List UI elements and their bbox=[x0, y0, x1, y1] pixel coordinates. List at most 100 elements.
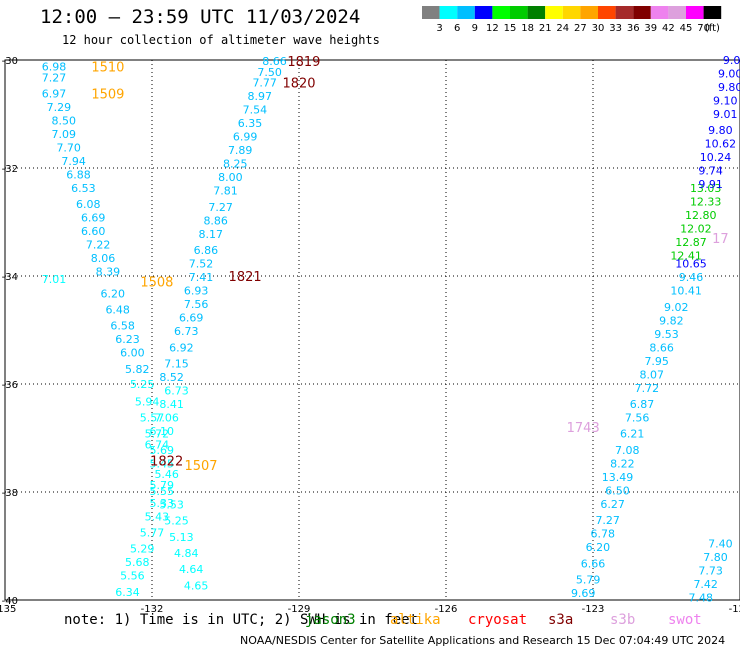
color-legend: 3 6 9 12 15 18 21 24 27 30 33 36 39 42 45 70(ft) bbox=[422, 6, 722, 34]
swh-value-label: 6.86 bbox=[194, 244, 219, 257]
swh-value-label: 9.69 bbox=[571, 587, 596, 600]
swh-value-label: 6.93 bbox=[184, 285, 209, 298]
satellite-label-cryosat: cryosat bbox=[468, 612, 528, 628]
swh-value-label: 8.52 bbox=[159, 371, 184, 384]
swh-value-label: 8.39 bbox=[96, 266, 121, 279]
satellite-label-jason3: jason3 bbox=[305, 612, 356, 628]
swh-value-label: 8.66 bbox=[649, 341, 674, 354]
legend-swatch bbox=[668, 6, 686, 19]
swh-value-label: 7.77 bbox=[252, 77, 277, 90]
y-tick-label: -38 bbox=[2, 488, 18, 499]
swh-value-label: 7.27 bbox=[595, 514, 620, 527]
legend-swatch bbox=[422, 6, 440, 19]
satellite-label-s3b: s3b bbox=[610, 612, 636, 628]
swh-value-label: 8.66 bbox=[262, 55, 287, 68]
swh-value-label: 7.08 bbox=[615, 444, 640, 457]
pass-number-label: 1509 bbox=[91, 87, 124, 102]
legend-label: 3 bbox=[436, 23, 442, 34]
legend-label: 24 bbox=[556, 23, 569, 34]
swh-value-label: 6.21 bbox=[620, 428, 645, 441]
swh-value-label: 6.69 bbox=[81, 212, 106, 225]
swh-value-label: 10.62 bbox=[705, 138, 737, 151]
swh-value-label: 5.25 bbox=[164, 515, 189, 528]
legend-swatch bbox=[598, 6, 616, 19]
legend-label: 30 bbox=[592, 23, 605, 34]
swh-value-label: 7.29 bbox=[47, 101, 72, 114]
swh-value-label: 7.27 bbox=[208, 201, 233, 214]
swh-value-label: 6.92 bbox=[169, 341, 194, 354]
swh-value-label: 5.72 bbox=[145, 428, 170, 441]
x-tick-label: -123 bbox=[582, 604, 605, 615]
swh-value-label: 6.20 bbox=[586, 541, 611, 554]
swh-value-label: 9.00 bbox=[723, 54, 740, 67]
x-tick-label: -132 bbox=[141, 604, 164, 615]
swh-value-label: 7.09 bbox=[52, 128, 77, 141]
swh-value-label: 7.27 bbox=[42, 71, 67, 84]
swh-value-label: 7.22 bbox=[86, 239, 111, 252]
swh-value-label: 9.00 bbox=[718, 68, 740, 81]
y-tick-label: -40 bbox=[2, 596, 18, 607]
swh-value-label: 6.74 bbox=[145, 438, 170, 451]
swh-value-label: 9.91 bbox=[698, 178, 723, 191]
pass-number-label: 1821 bbox=[229, 270, 262, 285]
swh-value-label: 7.80 bbox=[703, 551, 728, 564]
swh-value-label: 6.69 bbox=[179, 312, 204, 325]
swh-value-label: 8.17 bbox=[199, 228, 224, 241]
legend-label: 9 bbox=[472, 23, 478, 34]
swh-value-label: 8.00 bbox=[218, 171, 243, 184]
swh-value-label: 13.03 bbox=[690, 182, 722, 195]
legend-swatch bbox=[492, 6, 510, 19]
swh-value-label: 8.97 bbox=[248, 90, 273, 103]
swh-value-label: 12.41 bbox=[670, 249, 702, 262]
swh-value-label: 12.80 bbox=[685, 209, 717, 222]
swh-value-label: 9.80 bbox=[708, 124, 733, 137]
swh-value-label: 4.84 bbox=[174, 547, 199, 560]
pass-number-label: 1819 bbox=[287, 55, 320, 70]
swh-value-label: 7.95 bbox=[644, 355, 669, 368]
chart-subtitle: 12 hour collection of altimeter wave hei… bbox=[62, 33, 380, 47]
swh-value-label: 6.98 bbox=[42, 60, 67, 73]
pass-number-label: 1508 bbox=[140, 275, 173, 290]
swh-value-label: 6.58 bbox=[110, 320, 135, 333]
swh-value-label: 6.66 bbox=[581, 557, 606, 570]
legend-swatch bbox=[703, 6, 722, 19]
swh-value-label: 5.53 bbox=[159, 498, 184, 511]
legend-swatch bbox=[457, 6, 475, 19]
pass-number-label: 1822 bbox=[150, 455, 183, 470]
credit-line: NOAA/NESDIS Center for Satellite Applica… bbox=[240, 634, 726, 647]
swh-value-label: 5.13 bbox=[169, 531, 194, 544]
grid bbox=[5, 60, 740, 600]
swh-value-label: 6.73 bbox=[174, 325, 199, 338]
y-tick-label: -34 bbox=[2, 272, 18, 283]
swh-value-label: 5.46 bbox=[154, 468, 179, 481]
swh-value-label: 6.88 bbox=[66, 168, 91, 181]
swh-value-label: 7.70 bbox=[56, 141, 81, 154]
pass-labels: 1510 1509 1508 1507 1819 1820 1821 1822 1743 17 bbox=[91, 55, 728, 474]
swh-value-label: 9.53 bbox=[654, 328, 679, 341]
swh-value-label: 9.74 bbox=[698, 165, 723, 178]
swh-value-label: 7.15 bbox=[164, 357, 189, 370]
swh-value-label: 8.25 bbox=[223, 158, 248, 171]
swh-value-label: 6.10 bbox=[150, 425, 175, 438]
swh-value-label: 5.57 bbox=[140, 411, 165, 424]
legend-swatch bbox=[615, 6, 634, 19]
legend-label: 12 bbox=[486, 23, 499, 34]
swh-value-label: 6.20 bbox=[101, 287, 126, 300]
swh-value-label: 5.45 bbox=[150, 457, 175, 470]
swh-value-label: 9.02 bbox=[664, 301, 689, 314]
swh-value-label: 13.49 bbox=[602, 471, 634, 484]
swh-value-label: 9.01 bbox=[713, 108, 738, 121]
legend-label: 18 bbox=[521, 23, 534, 34]
swh-value-label: 5.43 bbox=[145, 510, 170, 523]
x-tick-label: -120 bbox=[729, 604, 740, 615]
swh-value-label: 5.68 bbox=[125, 556, 150, 569]
legend-swatch bbox=[510, 6, 528, 19]
swh-value-label: 6.23 bbox=[115, 333, 140, 346]
swh-value-label: 8.06 bbox=[91, 252, 116, 265]
swh-value-label: 7.01 bbox=[42, 273, 67, 286]
x-tick-label: -129 bbox=[288, 604, 311, 615]
plot-frame bbox=[4, 59, 740, 601]
swh-value-label: 6.08 bbox=[76, 198, 101, 211]
legend-label: 33 bbox=[609, 23, 622, 34]
